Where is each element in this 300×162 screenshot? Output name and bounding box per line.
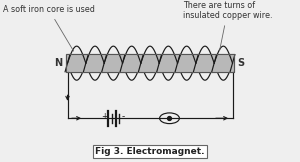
- Text: A soft iron core is used: A soft iron core is used: [3, 5, 95, 51]
- Text: There are turns of
insulated copper wire.: There are turns of insulated copper wire…: [183, 1, 272, 51]
- FancyBboxPatch shape: [66, 54, 234, 72]
- Text: N: N: [54, 58, 62, 68]
- Text: +: +: [101, 112, 107, 121]
- Text: S: S: [238, 58, 245, 68]
- Text: Fig 3. Electromagnet.: Fig 3. Electromagnet.: [95, 147, 205, 156]
- FancyBboxPatch shape: [66, 54, 234, 72]
- Text: -: -: [122, 112, 124, 121]
